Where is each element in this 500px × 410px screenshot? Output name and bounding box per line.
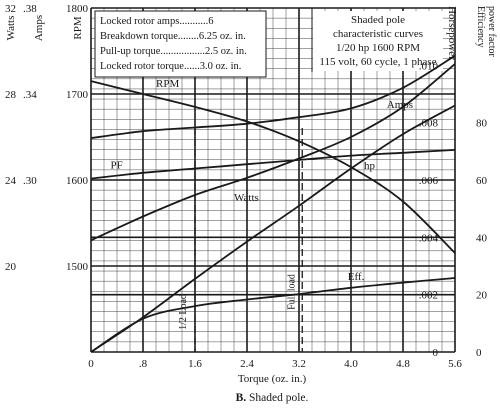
load-marker-label: Full load: [286, 274, 297, 310]
spec-line-3: Pull-up torque.................2.5 oz. i…: [100, 46, 247, 57]
rpm-axis-title: RPM: [72, 16, 84, 39]
x-tick-label: 0: [88, 358, 94, 370]
series-pf-line: [90, 149, 456, 180]
series-amps-label: Amps: [387, 99, 413, 111]
info-line-1: Shaded pole: [351, 14, 405, 26]
info-line-2: characteristic curves: [333, 28, 423, 40]
amps-axis-title: Amps: [33, 15, 45, 41]
spec-box: Locked rotor amps...........6 Breakdown …: [100, 16, 247, 72]
efficiency-axis-title: Efficiencypower factor: [475, 6, 497, 57]
efficiency-tick-label: 0: [476, 347, 482, 359]
x-tick-label: 1.6: [188, 358, 202, 370]
info-line-3: 1/20 hp 1600 RPM: [336, 42, 420, 54]
watts-tick-label: 20: [5, 261, 17, 273]
x-tick-label: 3.2: [292, 358, 306, 370]
curve-labels: RPM Watts PF hp Amps Eff.: [111, 78, 414, 283]
x-tick-label: 5.6: [448, 358, 462, 370]
series-amps-line: [90, 54, 456, 139]
series-hp-label: hp: [364, 160, 376, 172]
spec-line-2: Breakdown torque........6.25 oz. in.: [100, 31, 246, 42]
watts-tick-label: 24: [5, 175, 17, 187]
caption-text: Shaded pole.: [249, 392, 309, 404]
horsepower-tick-label: 0: [433, 347, 439, 359]
watts-axis-title: Watts: [5, 16, 17, 41]
series-eff-label: Eff.: [348, 271, 365, 283]
series-pf-label: PF: [111, 159, 123, 171]
efficiency-tick-label: 60: [476, 175, 488, 187]
series-watts-label: Watts: [234, 192, 259, 204]
x-tick-label: .8: [139, 358, 148, 370]
horsepower-tick-label: .004: [419, 232, 439, 244]
amps-tick-label: .38: [23, 3, 37, 15]
efficiency-tick-label: 40: [476, 232, 488, 244]
watts-tick-label: 28: [5, 89, 17, 101]
series-hp-line: [90, 104, 456, 353]
horsepower-tick-label: .002: [419, 290, 438, 302]
spec-line-4: Locked rotor torque......3.0 oz. in.: [100, 61, 241, 72]
efficiency-axis-title-line-2: power factor: [486, 6, 497, 57]
curves: [90, 54, 456, 353]
horsepower-tick-label: .006: [419, 175, 439, 187]
rpm-tick-label: 1800: [66, 3, 89, 15]
spec-box-background: [94, 8, 443, 78]
info-box-background: [313, 11, 443, 71]
x-tick-label: 2.4: [240, 358, 254, 370]
x-tick-label: 4.0: [344, 358, 358, 370]
efficiency-axis-title-line-1: Efficiency: [475, 6, 486, 47]
series-eff-line: [90, 277, 456, 353]
series-rpm-label: RPM: [156, 78, 179, 90]
watts-tick-label: 32: [5, 3, 16, 15]
info-line-4: 115 volt, 60 cycle, 1 phase: [319, 56, 436, 68]
efficiency-tick-label: 20: [476, 290, 488, 302]
horsepower-tick-label: .008: [419, 118, 439, 130]
efficiency-tick-label: 80: [476, 118, 488, 130]
caption-letter: B.: [236, 392, 247, 404]
rpm-tick-label: 1500: [66, 261, 89, 273]
series-rpm-line: [90, 80, 456, 254]
amps-tick-label: .30: [23, 175, 37, 187]
amps-tick-label: .34: [23, 89, 37, 101]
horsepower-tick-label: .010: [419, 60, 439, 72]
load-marker-label: 1/2 Load: [178, 294, 189, 330]
x-axis-title: Torque (oz. in.): [238, 373, 307, 385]
chart-info: Shaded pole characteristic curves 1/20 h…: [319, 14, 436, 68]
series-watts-line: [90, 63, 456, 242]
spec-box-frame: [94, 10, 267, 78]
horsepower-axis-title: Horsepower: [446, 6, 458, 60]
tick-labels: 0 .8 1.6 2.4 3.2 4.0 4.8 5.6 20 24 28 32 .30 .34 .38 15…: [5, 3, 488, 370]
x-tick-label: 4.8: [396, 358, 410, 370]
axis-titles: Watts Amps RPM Horsepower Efficiencypowe…: [5, 6, 497, 385]
figure-caption: B. Shaded pole.: [236, 392, 309, 404]
spec-line-1: Locked rotor amps...........6: [100, 16, 213, 27]
rpm-tick-label: 1600: [66, 175, 89, 187]
load-markers: 1/2 Load Full load: [178, 128, 303, 352]
rpm-tick-label: 1700: [66, 89, 89, 101]
